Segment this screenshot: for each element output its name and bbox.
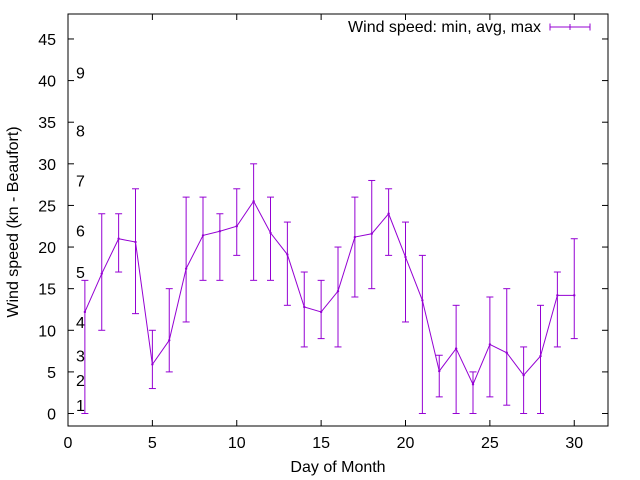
beaufort-label: 5 — [76, 265, 85, 282]
data-point — [370, 232, 373, 235]
error-bar — [385, 188, 393, 256]
error-bar — [98, 213, 106, 331]
x-tick-label: 15 — [312, 435, 330, 452]
data-point — [573, 294, 576, 297]
beaufort-label: 2 — [76, 373, 85, 390]
y-tick-label: 30 — [38, 157, 56, 174]
data-point — [454, 347, 458, 350]
y-tick-label: 5 — [47, 365, 56, 382]
y-tick-label: 15 — [38, 282, 56, 299]
error-bar — [570, 238, 578, 340]
data-point — [471, 383, 475, 386]
beaufort-scale-labels: 1 2 3 4 5 6 7 8 9 — [76, 65, 85, 415]
plot-border — [67, 13, 609, 427]
beaufort-label: 8 — [76, 124, 85, 141]
data-point — [522, 374, 525, 377]
data-point — [184, 267, 188, 270]
x-tick-label: 30 — [565, 435, 583, 452]
data-point — [488, 343, 492, 346]
error-bar — [553, 271, 561, 348]
data-point — [151, 363, 154, 366]
error-bar — [452, 304, 460, 415]
data-point — [218, 230, 222, 233]
data-point — [539, 354, 542, 358]
legend: Wind speed: min, avg, max — [348, 19, 591, 36]
beaufort-label: 4 — [76, 315, 85, 332]
data-point — [438, 369, 441, 373]
x-tick-label: 25 — [481, 435, 499, 452]
error-bar — [435, 354, 443, 398]
data-point — [556, 294, 559, 297]
y-tick-label: 0 — [47, 407, 56, 424]
beaufort-label: 9 — [76, 65, 85, 82]
beaufort-label: 3 — [76, 348, 85, 365]
error-bar — [115, 213, 123, 273]
error-bar — [537, 304, 544, 415]
data-point — [353, 235, 357, 239]
data-point — [235, 225, 238, 228]
legend-label: Wind speed: min, avg, max — [348, 19, 541, 36]
error-bar — [250, 163, 258, 281]
y-tick-label: 45 — [38, 32, 56, 49]
error-bar — [267, 196, 274, 281]
error-bar — [334, 246, 342, 348]
x-tick-label: 5 — [148, 435, 157, 452]
error-bar — [351, 196, 359, 298]
x-axis-label: Day of Month — [290, 459, 385, 476]
data-point — [168, 339, 171, 342]
error-bar — [132, 188, 139, 315]
error-bar — [148, 329, 156, 390]
error-bar — [402, 221, 409, 323]
error-bar — [469, 371, 477, 415]
x-tick-label: 20 — [397, 435, 415, 452]
plot-frame — [67, 13, 609, 427]
data-point — [269, 231, 272, 235]
data-point — [201, 234, 205, 237]
data-point — [421, 299, 424, 302]
error-bar — [283, 221, 291, 306]
x-tick-label: 0 — [64, 435, 73, 452]
y-tick-label: 20 — [38, 240, 56, 257]
y-tick-label: 40 — [38, 74, 56, 91]
error-bar — [182, 196, 190, 323]
beaufort-label: 7 — [76, 173, 85, 190]
x-axis-ticks: 0 5 10 15 20 25 30 — [64, 14, 583, 452]
data-point — [319, 310, 323, 314]
error-bar — [216, 213, 224, 281]
error-bar — [503, 288, 511, 406]
data-point — [252, 200, 255, 203]
data-point — [303, 305, 306, 309]
y-tick-label: 25 — [38, 198, 56, 215]
data-point — [83, 310, 87, 314]
data-point — [286, 253, 289, 256]
error-bar — [81, 279, 89, 415]
data-point — [387, 212, 390, 215]
data-point — [134, 240, 137, 244]
data-point — [100, 272, 103, 275]
y-axis-label: Wind speed (kn - Beaufort) — [5, 126, 22, 317]
y-tick-label: 35 — [38, 115, 56, 132]
error-bar — [300, 271, 308, 348]
x-tick-label: 10 — [228, 435, 246, 452]
error-bar — [165, 288, 173, 373]
error-bar — [233, 188, 241, 256]
y-tick-label: 10 — [38, 323, 56, 340]
beaufort-label: 6 — [76, 223, 85, 240]
beaufort-label: 1 — [76, 398, 85, 415]
error-bar — [199, 196, 207, 281]
data-point — [404, 255, 407, 259]
series-layer — [81, 163, 578, 415]
data-point — [117, 237, 120, 240]
error-bar — [520, 346, 528, 415]
error-bar — [317, 279, 325, 340]
error-bar — [418, 254, 426, 415]
data-point — [505, 351, 508, 354]
series-line — [84, 200, 575, 386]
data-point — [336, 289, 340, 293]
error-bar — [486, 296, 494, 398]
